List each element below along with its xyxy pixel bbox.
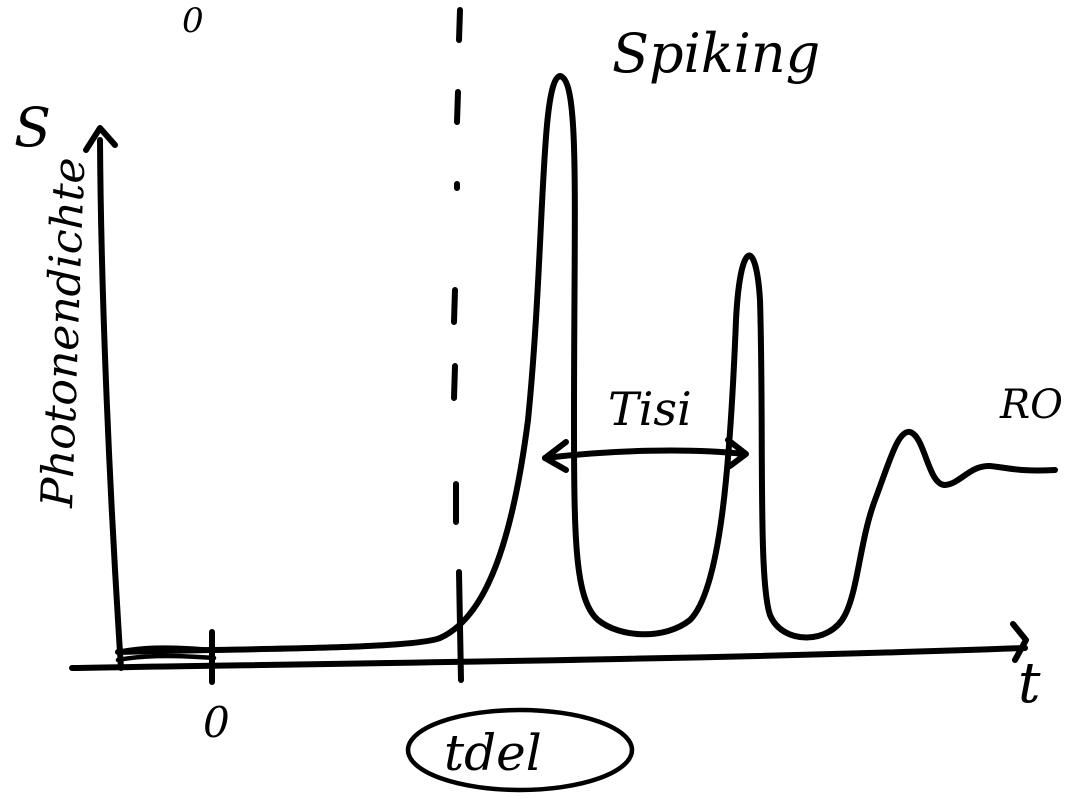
y-axis-line <box>97 137 124 671</box>
delay-dashed-line <box>451 7 464 683</box>
interval-arrow-shaft <box>542 447 747 461</box>
y-axis-arrowhead <box>83 125 118 153</box>
x-axis-label: t <box>1018 651 1041 716</box>
interval-arrow-right-head <box>725 437 749 469</box>
interval-arrow-left-head <box>542 439 569 473</box>
y-axis-label: Photonendichte <box>32 157 95 510</box>
origin-label: 0 <box>203 698 230 747</box>
spiking-signal-curve <box>115 73 1058 655</box>
delay-label: tdel <box>444 724 542 782</box>
interval-label: Tisi <box>608 382 692 436</box>
x-axis-line <box>69 645 1028 671</box>
diagram-title: Spiking <box>612 22 820 85</box>
top-marker-label: 0 <box>182 1 204 41</box>
tail-label: RO <box>999 382 1063 428</box>
x-axis-arrowhead <box>1010 621 1029 663</box>
delay-label-ellipse <box>405 707 635 793</box>
y-axis-symbol: S <box>14 96 51 159</box>
